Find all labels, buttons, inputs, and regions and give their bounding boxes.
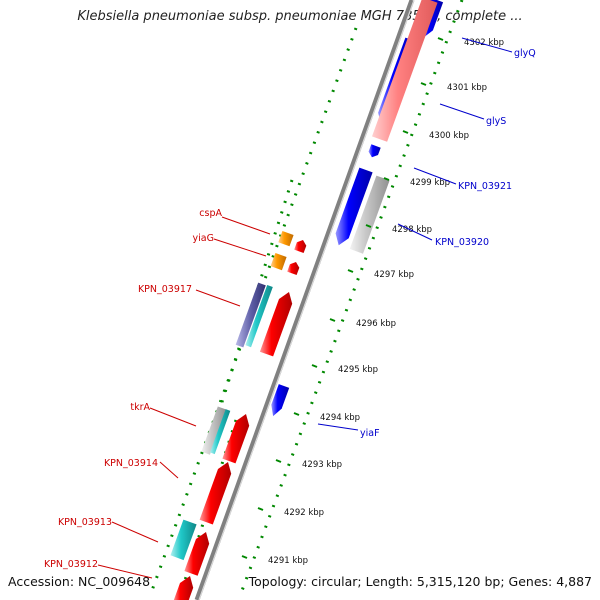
tick-mark — [437, 37, 444, 41]
gene-kpn03921-small[interactable] — [368, 144, 381, 158]
gene-leader-line — [111, 521, 159, 543]
gene-label-left[interactable]: KPN_03914 — [104, 458, 158, 469]
gene-leader-line — [159, 461, 179, 479]
gene-label-right[interactable]: KPN_03921 — [458, 181, 512, 192]
gene-yiaf[interactable] — [271, 384, 290, 417]
tick-mark — [347, 269, 354, 273]
cyan-feature-kpn03913[interactable] — [170, 519, 197, 561]
tick-label: 4302 kbp — [464, 38, 504, 48]
tick-mark — [365, 224, 372, 228]
tick-label: 4293 kbp — [302, 460, 342, 470]
feature-track — [170, 0, 444, 600]
page-title: Klebsiella pneumoniae subsp. pneumoniae … — [77, 9, 523, 24]
gene-label-left[interactable]: KPN_03917 — [138, 284, 192, 295]
gene-leader-line — [213, 238, 267, 257]
gene-label-left[interactable]: KPN_03913 — [58, 517, 112, 528]
cyan-feature-kpn03917[interactable] — [245, 285, 273, 348]
dot-track-2 — [208, 179, 294, 441]
tick-label: 4297 kbp — [374, 270, 414, 280]
tick-label: 4298 kbp — [392, 225, 432, 235]
gene-leader-line — [195, 289, 241, 307]
rna-yiag[interactable] — [270, 253, 287, 271]
gene-leader-line — [221, 216, 271, 235]
tick-mark — [420, 82, 427, 86]
gene-leader-line — [397, 223, 433, 241]
tick-mark — [402, 130, 409, 134]
gene-leader-line — [461, 37, 513, 53]
gene-leader-line — [413, 167, 457, 185]
gene-label-right[interactable]: glyQ — [514, 48, 536, 59]
tick-label: 4300 kbp — [429, 131, 469, 141]
gene-label-left[interactable]: tkrA — [130, 402, 150, 413]
gene-label-left[interactable]: yiaG — [193, 233, 214, 244]
tick-label: 4294 kbp — [320, 413, 360, 423]
gene-leader-line — [439, 103, 485, 120]
tick-mark — [257, 507, 264, 511]
gene-leader-line — [97, 564, 153, 579]
tick-label: 4299 kbp — [410, 178, 450, 188]
gene-kpn03920[interactable] — [335, 167, 373, 246]
gene-leader-line — [317, 423, 359, 431]
gene-kpn03917[interactable] — [259, 292, 293, 357]
tick-label: 4296 kbp — [356, 319, 396, 329]
tick-mark — [383, 177, 390, 181]
backbone-highlight — [198, 0, 415, 600]
gc-skew-block[interactable] — [372, 0, 438, 142]
gene-kpn03913[interactable] — [184, 532, 210, 576]
cyan-feature-tkra[interactable] — [210, 409, 231, 455]
tick-mark — [241, 555, 248, 559]
gene-cspa[interactable] — [294, 240, 307, 253]
gene-label-right[interactable]: glyS — [486, 116, 506, 127]
dot-track-0 — [148, 27, 358, 597]
purple-feature-kpn03917[interactable] — [235, 282, 266, 348]
gene-kpn03914[interactable] — [199, 462, 232, 525]
gene-kpn03912[interactable] — [173, 576, 194, 600]
tick-label: 4291 kbp — [268, 556, 308, 566]
gene-labels: glyQ glyS KPN_03921 KPN_03920 yiaF cspA yiaG KP… — [44, 37, 536, 579]
accession-label: Accession: NC_009648 — [8, 574, 151, 589]
tick-mark — [275, 459, 282, 463]
gene-tkra[interactable] — [222, 414, 250, 464]
gene-yiag[interactable] — [287, 262, 300, 275]
gene-label-left[interactable]: KPN_03912 — [44, 559, 98, 570]
grey-feature-tkra[interactable] — [201, 406, 227, 455]
backbone-track — [194, 0, 415, 600]
gene-leader-line — [149, 407, 197, 427]
tick-label: 4295 kbp — [338, 365, 378, 375]
tick-mark — [329, 318, 336, 322]
tick-mark — [311, 364, 318, 368]
backbone-line — [194, 0, 415, 600]
tick-mark — [293, 412, 300, 416]
tick-label: 4292 kbp — [284, 508, 324, 518]
dot-track-1 — [238, 0, 464, 597]
tick-dot-tracks — [148, 0, 464, 597]
grey-feature-1[interactable] — [349, 175, 390, 254]
rna-cspa[interactable] — [278, 231, 294, 247]
gene-label-right[interactable]: yiaF — [360, 428, 380, 439]
genome-summary: Topology: circular; Length: 5,315,120 bp… — [248, 574, 592, 589]
tick-label: 4301 kbp — [447, 83, 487, 93]
gene-label-left[interactable]: cspA — [199, 208, 222, 219]
tick-marks: 4302 kbp 4301 kbp 4300 kbp 4299 kbp 4298 kbp… — [241, 37, 504, 566]
gene-label-right[interactable]: KPN_03920 — [435, 237, 489, 248]
